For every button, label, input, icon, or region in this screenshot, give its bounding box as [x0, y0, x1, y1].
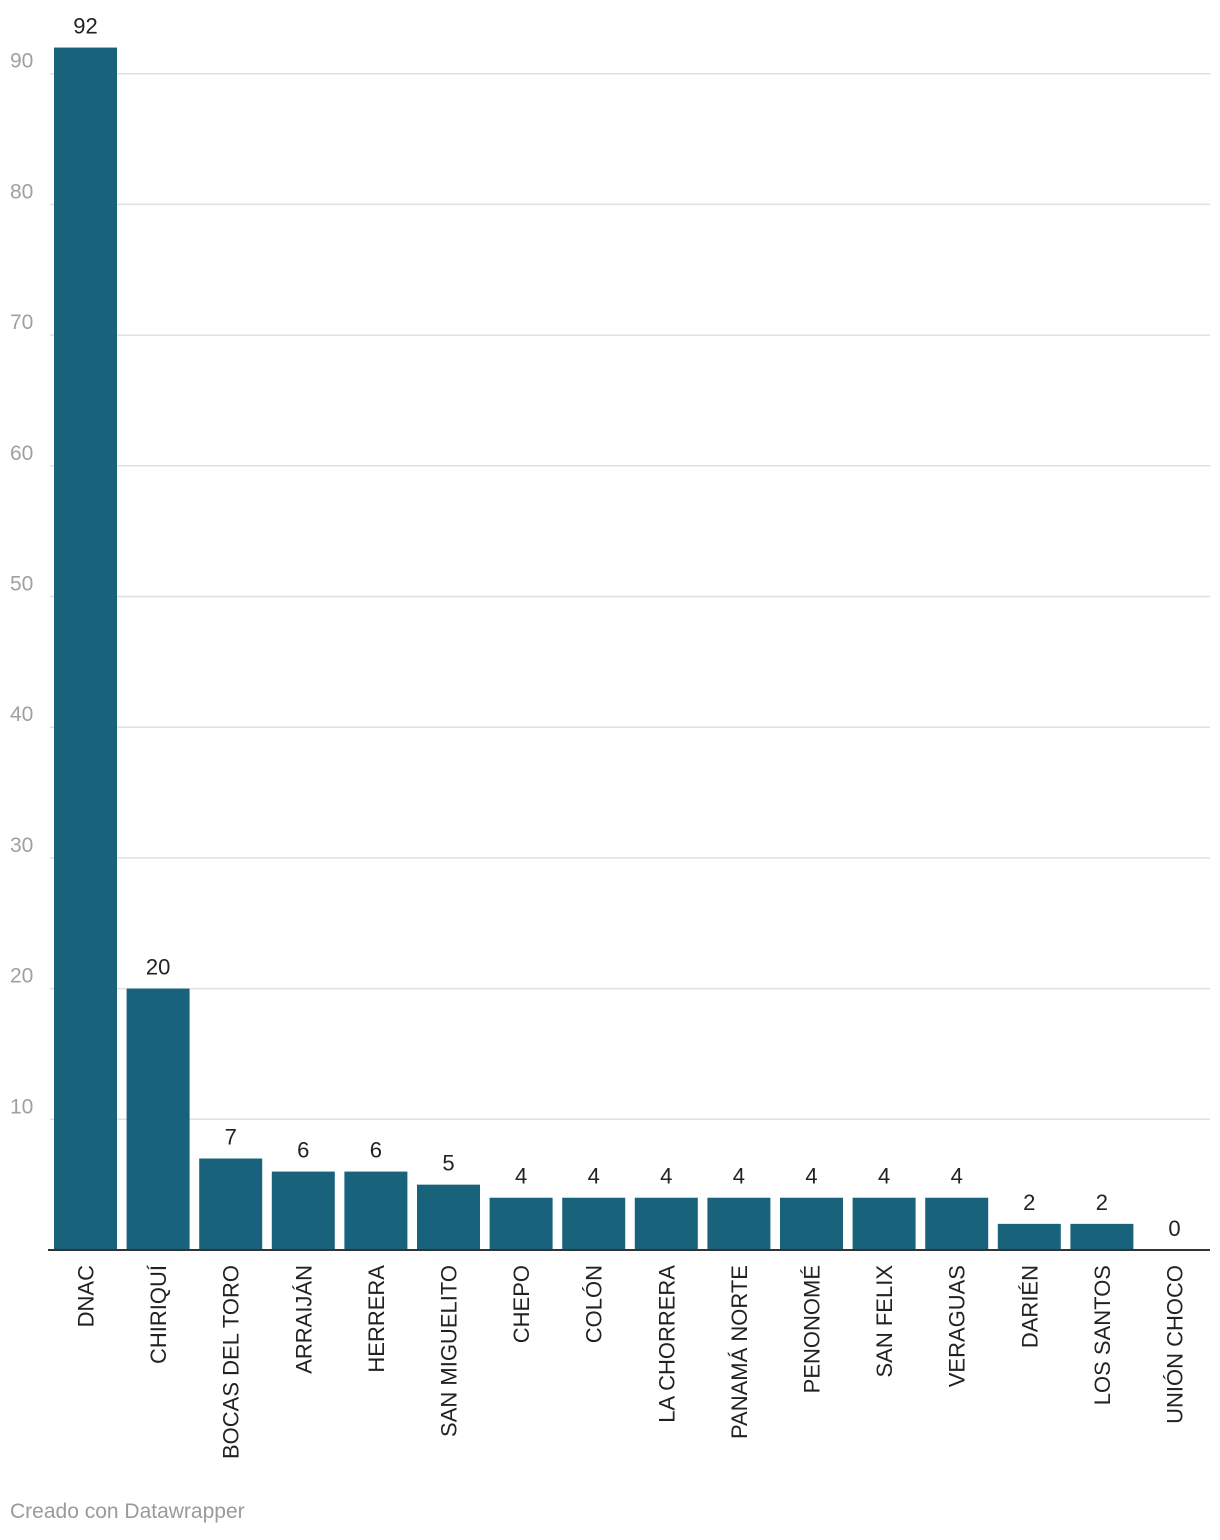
y-tick-label: 90 — [10, 50, 33, 73]
category-label-11: SAN FELIX — [872, 1265, 897, 1378]
y-tick-label: 40 — [10, 703, 33, 726]
bar-2 — [199, 1158, 263, 1250]
bar-0 — [54, 47, 117, 1250]
y-tick-label: 80 — [10, 180, 33, 203]
value-label-4: 6 — [370, 1138, 382, 1163]
category-label-5: SAN MIGUELITO — [437, 1265, 462, 1437]
category-label-15: UNIÓN CHOCO — [1163, 1265, 1188, 1424]
bar-9 — [707, 1197, 771, 1250]
bar-6 — [489, 1197, 553, 1250]
category-label-2: BOCAS DEL TORO — [219, 1265, 244, 1459]
value-label-13: 2 — [1023, 1190, 1035, 1215]
value-label-9: 4 — [733, 1164, 745, 1189]
bar-14 — [1070, 1223, 1134, 1250]
category-label-3: ARRAIJÁN — [291, 1265, 316, 1374]
y-tick-label: 20 — [10, 965, 33, 988]
datawrapper-credit: Creado con Datawrapper — [10, 1500, 245, 1523]
category-label-10: PENONOMÉ — [800, 1265, 825, 1393]
bar-7 — [562, 1197, 626, 1250]
value-label-10: 4 — [805, 1164, 817, 1189]
y-tick-label: 30 — [10, 834, 33, 857]
bar-3 — [271, 1171, 335, 1250]
y-tick-label: 70 — [10, 311, 33, 334]
value-label-15: 0 — [1168, 1216, 1180, 1241]
y-tick-label: 50 — [10, 573, 33, 596]
y-axis-tick-labels: 10 20 30 40 50 60 70 80 90 — [10, 50, 33, 1119]
x-axis-category-labels: DNAC CHIRIQUÍ BOCAS DEL TORO ARRAIJÁN HERRER… — [74, 1264, 1188, 1459]
y-tick-label: 60 — [10, 442, 33, 465]
bar-8 — [634, 1197, 698, 1250]
y-tick-label: 10 — [10, 1095, 33, 1118]
value-label-2: 7 — [225, 1125, 237, 1150]
category-label-6: CHEPO — [509, 1265, 534, 1343]
value-label-6: 4 — [515, 1164, 527, 1189]
value-label-8: 4 — [660, 1164, 672, 1189]
bar-10 — [780, 1197, 843, 1250]
bars — [54, 47, 1134, 1250]
bar-chart: 10 20 30 40 50 60 70 80 90 92 20 7 6 6 5 4 4 4 4 4 4 4 2 2 0 DN… — [10, 14, 1210, 1459]
category-label-0: DNAC — [74, 1265, 99, 1327]
category-label-7: COLÓN — [582, 1265, 607, 1343]
category-label-14: LOS SANTOS — [1090, 1265, 1115, 1405]
bar-13 — [997, 1223, 1061, 1250]
bar-4 — [344, 1171, 408, 1250]
category-label-8: LA CHORRERA — [654, 1265, 679, 1423]
bar-5 — [417, 1184, 480, 1250]
category-label-9: PANAMÁ NORTE — [727, 1265, 752, 1439]
value-label-11: 4 — [878, 1164, 890, 1189]
value-label-0: 92 — [73, 14, 97, 39]
value-label-12: 4 — [951, 1164, 963, 1189]
category-label-4: HERRERA — [364, 1265, 389, 1373]
value-label-3: 6 — [297, 1138, 309, 1163]
category-label-12: VERAGUAS — [945, 1265, 970, 1387]
bar-12 — [925, 1197, 989, 1250]
bar-1 — [126, 988, 190, 1250]
value-label-5: 5 — [442, 1151, 454, 1176]
category-label-13: DARIÉN — [1017, 1265, 1042, 1348]
value-label-14: 2 — [1096, 1190, 1108, 1215]
value-label-1: 20 — [146, 955, 170, 980]
gridlines — [50, 72, 1210, 1121]
bar-11 — [852, 1197, 916, 1250]
value-label-7: 4 — [588, 1164, 600, 1189]
category-label-1: CHIRIQUÍ — [146, 1264, 171, 1364]
